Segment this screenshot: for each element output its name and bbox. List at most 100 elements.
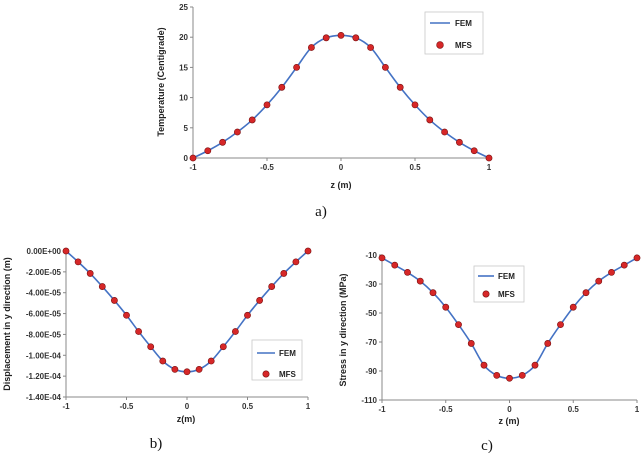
temperature-mfs-point — [441, 128, 448, 136]
temperature-mfs-point — [381, 64, 389, 71]
displacement-mfs-point — [256, 297, 263, 304]
stress-mfs-point — [442, 303, 450, 311]
displacement-mfs-point — [207, 357, 215, 365]
chart-temperature-xlabel: z (m) — [331, 180, 352, 190]
displacement-y-tick-label: -6.00E-05 — [26, 310, 62, 319]
displacement-mfs-point — [98, 283, 106, 290]
displacement-mfs-point — [244, 311, 251, 319]
temperature-mfs-point — [263, 101, 271, 109]
displacement-mfs-point — [123, 311, 130, 319]
stress-mfs-point — [569, 303, 577, 311]
chart-displacement-caption: b) — [150, 436, 163, 452]
displacement-mfs-point — [111, 297, 118, 304]
stress-y-tick-label: -90 — [365, 367, 377, 376]
temperature-y-tick-label: 0 — [184, 154, 189, 163]
legend-mfs-swatch — [262, 370, 270, 378]
temperature-y-tick-label: 20 — [179, 33, 188, 42]
stress-mfs-point — [506, 374, 513, 382]
temperature-mfs-point — [219, 138, 226, 146]
chart-temperature-ylabel: Temperature (Centigrade) — [156, 27, 166, 136]
stress-y-tick-label: -70 — [365, 338, 377, 347]
displacement-mfs-point — [280, 270, 288, 277]
stress-y-tick-label: -50 — [365, 309, 377, 318]
legend-box — [251, 339, 303, 381]
temperature-mfs-point — [322, 34, 330, 42]
displacement-mfs-point — [74, 258, 82, 266]
displacement-y-tick-label: 0.00E+00 — [27, 247, 62, 256]
chart-displacement-marks: 0.00E+00 -2.00E-05 -4.00E-05 -6.00E-05 -8.00… — [26, 247, 312, 411]
temperature-x-tick-label: -0.5 — [260, 163, 274, 172]
legend-box — [424, 11, 484, 55]
displacement-mfs-point — [231, 328, 239, 335]
stress-x-tick-label: 0 — [507, 405, 512, 414]
temperature-y-tick-label: 5 — [184, 124, 189, 133]
legend-fem-label: FEM — [455, 19, 472, 28]
stress-y-tick-label: -30 — [365, 280, 377, 289]
displacement-mfs-point — [135, 328, 142, 335]
displacement-x-tick-label: -0.5 — [120, 402, 134, 411]
stress-mfs-point — [429, 289, 437, 297]
stress-y-tick-label: -10 — [365, 251, 377, 260]
temperature-y-tick-label: 10 — [179, 94, 188, 103]
chart-temperature: 0 5 10 15 20 25 -1 -0.5 0 0.5 1 z (m) Temperature … — [156, 3, 493, 220]
temperature-y-tick-label: 25 — [179, 3, 188, 12]
displacement-mfs-point — [304, 247, 312, 255]
temperature-mfs-point — [189, 154, 197, 162]
temperature-mfs-point — [396, 83, 404, 91]
stress-mfs-point — [480, 361, 488, 369]
temperature-mfs-point — [426, 116, 434, 124]
stress-mfs-point — [620, 261, 628, 269]
legend-mfs-swatch — [482, 290, 490, 298]
displacement-mfs-point — [62, 247, 70, 255]
stress-mfs-point — [493, 371, 501, 379]
chart-displacement: 0.00E+00 -2.00E-05 -4.00E-05 -6.00E-05 -8.00… — [2, 247, 312, 452]
stress-x-tick-label: -0.5 — [439, 405, 453, 414]
stress-mfs-point — [595, 277, 603, 285]
displacement-mfs-point — [219, 343, 227, 351]
displacement-mfs-point — [86, 270, 94, 277]
displacement-y-tick-label: -1.00E-04 — [26, 351, 62, 360]
displacement-x-tick-label: 0 — [185, 402, 190, 411]
displacement-x-tick-label: -1 — [62, 402, 70, 411]
stress-x-tick-label: 0.5 — [568, 405, 580, 414]
displacement-y-tick-label: -8.00E-05 — [26, 330, 62, 339]
temperature-mfs-point — [337, 31, 345, 39]
displacement-y-tick-label: -1.40E-04 — [26, 393, 62, 402]
displacement-mfs-point — [171, 365, 179, 373]
displacement-y-tick-label: -2.00E-05 — [26, 268, 62, 277]
stress-mfs-point — [455, 321, 462, 328]
chart-displacement-xlabel: z(m) — [177, 414, 196, 424]
chart-stress-caption: c) — [481, 438, 493, 454]
displacement-mfs-point — [268, 283, 276, 290]
temperature-mfs-point — [411, 101, 419, 109]
stress-mfs-point — [404, 268, 411, 276]
stress-mfs-point — [531, 361, 539, 369]
temperature-x-tick-label: -1 — [189, 163, 197, 172]
temperature-mfs-point — [278, 83, 286, 91]
temperature-mfs-point — [248, 116, 256, 124]
stress-mfs-point — [467, 340, 475, 347]
displacement-x-tick-label: 1 — [306, 402, 311, 411]
chart-stress-legend: FEM MFS — [473, 265, 525, 303]
stress-mfs-point — [391, 261, 399, 269]
stress-mfs-point — [557, 321, 564, 328]
chart-stress-marks: -10 -30 -50 -70 -90 -110-1 -0.5 0 0.5 1 — [361, 251, 641, 414]
temperature-mfs-point — [307, 44, 315, 51]
temperature-mfs-point — [233, 128, 241, 136]
legend-box — [473, 265, 525, 303]
legend-mfs-swatch — [436, 41, 444, 49]
chart-stress: -10 -30 -50 -70 -90 -110-1 -0.5 0 0.5 1 z (m) Str… — [338, 251, 641, 454]
temperature-mfs-point — [455, 138, 463, 146]
legend-fem-label: FEM — [279, 349, 296, 358]
legend-mfs-label: MFS — [455, 41, 473, 50]
temperature-mfs-point — [367, 44, 374, 51]
stress-mfs-point — [544, 340, 552, 347]
displacement-mfs-point — [183, 368, 191, 376]
temperature-x-tick-label: 0.5 — [409, 163, 421, 172]
stress-mfs-point — [608, 268, 615, 276]
temperature-y-tick-label: 15 — [179, 63, 188, 72]
displacement-mfs-point — [292, 258, 300, 266]
stress-y-tick-label: -110 — [361, 396, 377, 405]
chart-temperature-caption: a) — [315, 204, 327, 220]
